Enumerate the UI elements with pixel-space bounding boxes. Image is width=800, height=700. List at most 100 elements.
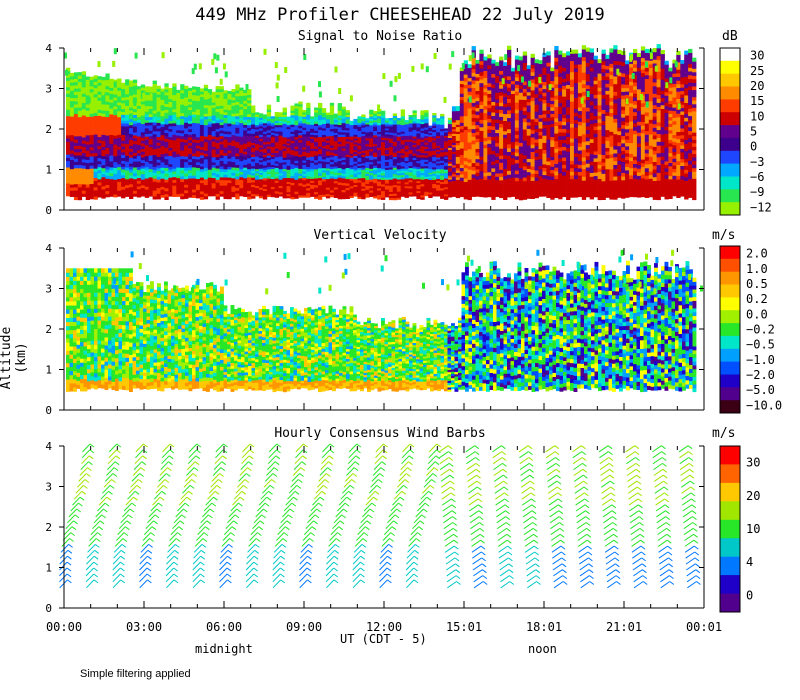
colorbar-swatch (720, 538, 740, 558)
colorbar-swatch (720, 400, 740, 414)
colorbar-label: −12 (750, 200, 772, 214)
colorbar-label: 0 (750, 140, 757, 154)
colorbar-swatch (720, 335, 740, 350)
colorbar-label: 30 (746, 456, 760, 470)
colorbar-frame (719, 445, 741, 613)
colorbar-swatch (720, 519, 740, 539)
wind-barb-column (678, 445, 701, 589)
wind-barb-column (598, 445, 621, 589)
colorbar-2: 2.01.00.50.20.0 −0.2−0.5−1.0−2.0−5.0−10.0 (719, 245, 782, 414)
colorbar-frame (719, 47, 741, 216)
colorbar-swatch (720, 163, 740, 177)
colorbar-swatch (720, 258, 740, 273)
colorbar-label: 0.0 (746, 307, 768, 321)
windbarb-unit-label: m/s (712, 426, 736, 441)
colorbar-swatch (720, 137, 740, 152)
wind-barb-column (352, 443, 388, 589)
y-tick-label: 1 (45, 364, 52, 377)
y-tick-label: 3 (45, 481, 52, 494)
wind-barb-column (465, 445, 488, 589)
colorbar-label: −1.0 (746, 353, 775, 367)
colorbar-label: 10 (746, 522, 760, 536)
wind-barb-column (299, 443, 335, 589)
colorbar-label: −5.0 (746, 383, 775, 397)
wind-barb-column (572, 445, 595, 589)
velocity-panel-title: Vertical Velocity (313, 228, 447, 243)
x-tick-label: 15:01 (446, 620, 482, 634)
midnight-label: midnight (195, 642, 253, 656)
colorbar-label: 30 (750, 49, 764, 63)
colorbar-label: −9 (750, 185, 764, 199)
x-tick-label: 09:00 (286, 620, 322, 634)
chart-main-title: 449 MHz Profiler CHEESEHEAD 22 July 2019 (195, 5, 605, 25)
wind-barb-column (272, 443, 308, 589)
wind-barb-column (325, 443, 362, 589)
wind-barbs (59, 443, 701, 589)
x-tick-label: 06:00 (206, 620, 242, 634)
colorbar-swatch (720, 593, 740, 613)
colorbar-swatch (720, 60, 740, 75)
snr-unit-label: dB (722, 29, 738, 44)
wind-barb-column (545, 445, 568, 589)
wind-barb-column (379, 443, 415, 589)
wind-barb-column (405, 443, 442, 589)
colorbar-swatch (720, 556, 740, 576)
colorbar-swatch (720, 387, 740, 401)
colorbar-swatch (720, 348, 740, 363)
colorbar-label: 25 (750, 64, 764, 78)
colorbar-label: 15 (750, 94, 764, 108)
colorbar-swatch (720, 361, 740, 375)
colorbar-swatch (720, 464, 740, 484)
colorbar-swatch (720, 246, 740, 260)
colorbar-label: 0.5 (746, 277, 768, 291)
colorbar-swatch (720, 297, 740, 311)
colorbar-swatch (720, 112, 740, 126)
colorbar-label: 0.2 (746, 292, 768, 306)
wind-barb-column (139, 443, 175, 589)
colorbar-swatch (720, 323, 740, 337)
filter-note: Simple filtering applied (80, 668, 191, 680)
colorbar-swatch (720, 482, 740, 502)
x-tick-label: 03:00 (126, 620, 162, 634)
colorbar-swatch (720, 150, 740, 165)
colorbar-swatch (720, 284, 740, 298)
colorbar-label: −3 (750, 155, 764, 169)
colorbar-label: 20 (750, 79, 764, 93)
y-tick-label: 4 (45, 242, 52, 255)
colorbar-swatch (720, 176, 740, 190)
colorbar-swatch (720, 48, 740, 62)
colorbar-label: 20 (746, 489, 760, 503)
wind-barb-column (192, 443, 228, 589)
colorbar-swatch (720, 271, 740, 285)
x-tick-label: 00:01 (686, 620, 722, 634)
y-tick-label: 4 (45, 42, 52, 55)
wind-barb-column (59, 443, 95, 589)
colorbar-label: 1.0 (746, 262, 768, 276)
wind-barb-column (625, 445, 648, 589)
y-tick-label: 0 (45, 204, 52, 217)
colorbar-3: 30 20 10 4 0 (719, 445, 760, 613)
y-tick-label: 1 (45, 164, 52, 177)
colorbar-label: −0.2 (746, 323, 775, 337)
windbarb-panel-title: Hourly Consensus Wind Barbs (274, 426, 486, 441)
colorbar-swatch (720, 86, 740, 100)
velocity-unit-label: m/s (712, 228, 736, 243)
y-tick-label: 3 (45, 283, 52, 296)
wind-barb-column (245, 443, 282, 589)
y-tick-label: 4 (45, 440, 52, 453)
colorbar-label: 10 (750, 109, 764, 123)
wind-barb-column (518, 445, 541, 589)
wind-barb-column (165, 443, 202, 589)
y-tick-label: 1 (45, 562, 52, 575)
colorbar-swatch (720, 575, 740, 594)
colorbar-swatch (720, 99, 740, 113)
colorbar-swatch (720, 189, 740, 203)
x-tick-label: 00:00 (46, 620, 82, 634)
snr-heatmap-cells (64, 44, 697, 201)
wind-barb-column (652, 445, 675, 589)
panel-2-axes: 0 1 2 3 4 (45, 242, 705, 417)
wind-barb-column (492, 445, 515, 589)
colorbar-swatch (720, 501, 740, 521)
